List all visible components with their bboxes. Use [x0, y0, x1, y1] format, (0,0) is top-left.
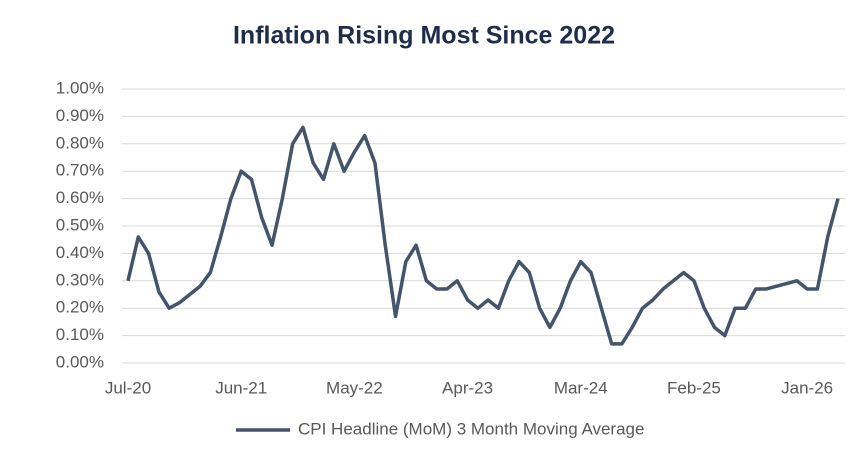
data-line [126, 125, 840, 346]
y-tick-label: 1.00% [56, 78, 104, 97]
y-tick-label: 0.70% [56, 161, 104, 180]
legend-label: CPI Headline (MoM) 3 Month Moving Averag… [298, 419, 644, 438]
y-tick-label: 0.50% [56, 215, 104, 234]
y-tick-label: 0.00% [56, 352, 104, 371]
x-tick-label: Jun-21 [215, 378, 267, 397]
y-tick-label: 0.40% [56, 243, 104, 262]
x-tick-label: Feb-25 [667, 378, 721, 397]
y-tick-label: 0.10% [56, 325, 104, 344]
y-tick-label: 0.80% [56, 133, 104, 152]
x-tick-label: Jul-20 [105, 378, 151, 397]
x-tick-label: Mar-24 [554, 378, 608, 397]
y-tick-label: 0.60% [56, 188, 104, 207]
x-tick-label: Jan-26 [781, 378, 833, 397]
y-tick-label: 0.20% [56, 298, 104, 317]
x-tick-label: Apr-23 [442, 378, 493, 397]
y-tick-label: 0.30% [56, 270, 104, 289]
chart-title: Inflation Rising Most Since 2022 [233, 22, 615, 50]
y-tick-label: 0.90% [56, 106, 104, 125]
x-tick-label: May-22 [326, 378, 383, 397]
